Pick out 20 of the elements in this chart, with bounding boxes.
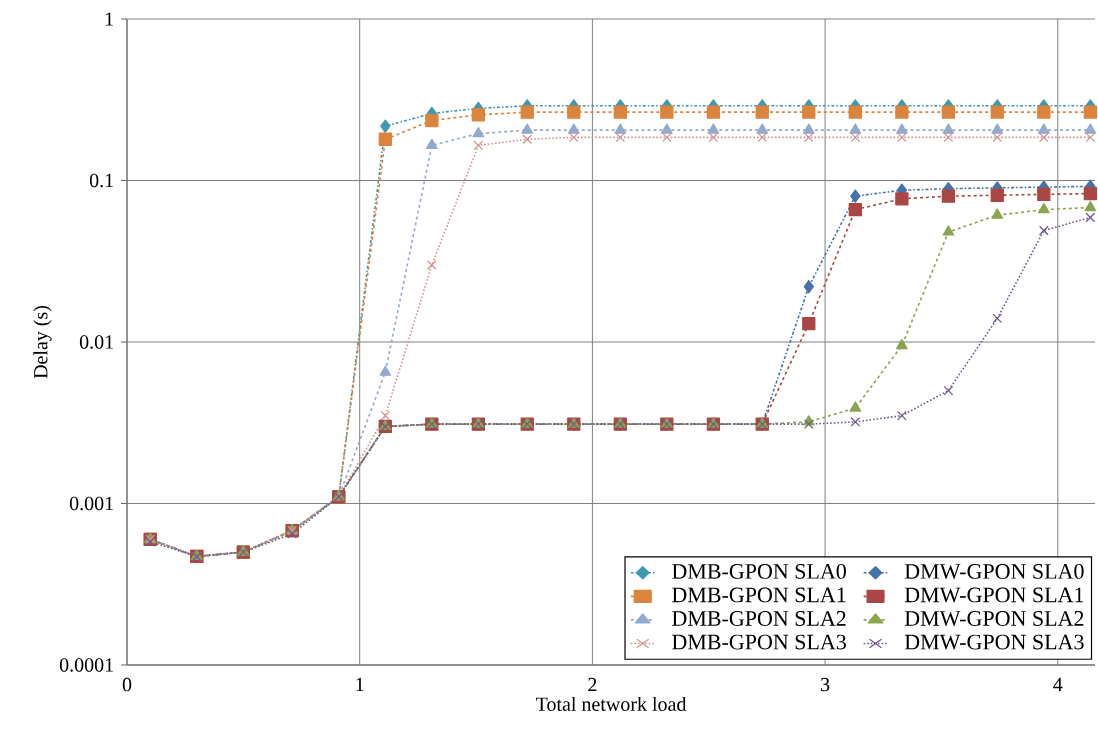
y-tick-label: 0.01 xyxy=(79,335,113,349)
x-tick-label: 2 xyxy=(588,677,597,692)
legend-label: DMW-GPON SLA3 xyxy=(904,634,1084,650)
y-axis-title: Delay (s) xyxy=(33,305,52,379)
legend-label: DMW-GPON SLA2 xyxy=(904,611,1084,627)
legend-label: DMB-GPON SLA2 xyxy=(672,611,846,626)
y-tick-label: 1 xyxy=(105,12,113,26)
legend-label: DMB-GPON SLA1 xyxy=(672,587,846,603)
y-tick-label: 0.1 xyxy=(89,173,113,188)
y-tick-label: 0.001 xyxy=(69,496,113,511)
legend-label: DMW-GPON SLA1 xyxy=(904,587,1084,603)
legend-label: DMB-GPON SLA3 xyxy=(672,634,846,650)
x-tick-label: 1 xyxy=(356,677,364,692)
x-tick-label: 3 xyxy=(821,677,830,692)
x-tick-label: 0 xyxy=(122,677,132,692)
y-tick-label: 0.0001 xyxy=(59,658,113,672)
x-tick-label: 4 xyxy=(1053,677,1063,692)
x-axis-title: Total network load xyxy=(535,696,687,711)
legend-label: DMW-GPON SLA0 xyxy=(904,563,1084,579)
legend-label: DMB-GPON SLA0 xyxy=(672,563,846,579)
